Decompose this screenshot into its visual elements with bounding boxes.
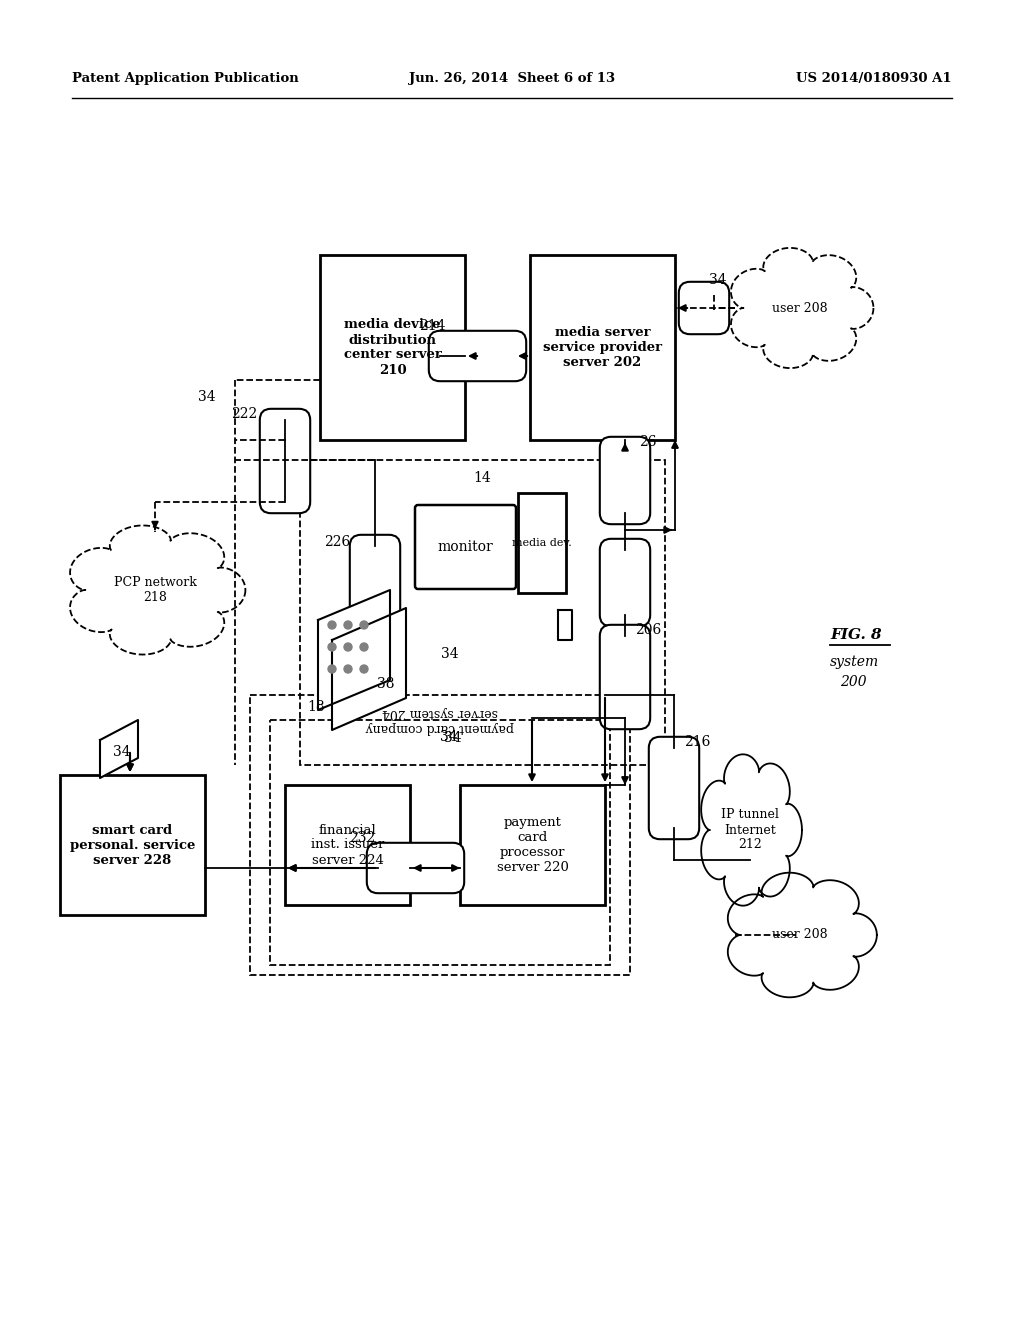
Text: payment
card
processor
server 220: payment card processor server 220	[497, 816, 568, 874]
Circle shape	[344, 620, 352, 630]
Circle shape	[328, 665, 336, 673]
Bar	[518, 492, 566, 593]
Text: 232: 232	[349, 832, 375, 845]
Bar	[270, 719, 610, 965]
Circle shape	[328, 620, 336, 630]
Circle shape	[344, 665, 352, 673]
Text: 206: 206	[635, 623, 662, 638]
Text: 200: 200	[840, 675, 866, 689]
Bar	[460, 785, 605, 906]
Bar	[319, 255, 465, 440]
Text: FIG. 8: FIG. 8	[830, 628, 882, 642]
Text: media device
distribution
center server
210: media device distribution center server …	[344, 318, 441, 376]
Circle shape	[360, 643, 368, 651]
Text: 216: 216	[684, 735, 711, 748]
Text: US 2014/0180930 A1: US 2014/0180930 A1	[797, 73, 952, 84]
FancyBboxPatch shape	[260, 409, 310, 513]
Text: Jun. 26, 2014  Sheet 6 of 13: Jun. 26, 2014 Sheet 6 of 13	[409, 73, 615, 84]
Text: monitor: monitor	[437, 540, 493, 554]
Text: media dev.: media dev.	[512, 539, 571, 548]
Text: 34: 34	[199, 389, 216, 404]
FancyBboxPatch shape	[679, 281, 729, 334]
Text: 222: 222	[230, 407, 257, 421]
Text: Patent Application Publication: Patent Application Publication	[72, 73, 299, 84]
Bar	[250, 696, 630, 975]
FancyBboxPatch shape	[600, 539, 650, 626]
Bar	[300, 459, 665, 766]
Text: 26: 26	[639, 436, 656, 449]
Circle shape	[360, 620, 368, 630]
Polygon shape	[100, 719, 138, 777]
Text: financial
inst. issuer
server 224: financial inst. issuer server 224	[311, 824, 384, 866]
FancyBboxPatch shape	[367, 842, 464, 894]
FancyBboxPatch shape	[429, 331, 526, 381]
FancyBboxPatch shape	[350, 535, 400, 626]
Text: 34: 34	[114, 744, 131, 759]
Text: IP tunnel
Internet
212: IP tunnel Internet 212	[721, 808, 779, 851]
FancyBboxPatch shape	[600, 437, 650, 524]
Text: media server
service provider
server 202: media server service provider server 202	[543, 326, 663, 370]
Text: 34: 34	[444, 731, 462, 744]
Text: 18: 18	[307, 700, 325, 714]
Text: 34: 34	[710, 273, 727, 286]
Text: 38: 38	[377, 677, 394, 690]
FancyBboxPatch shape	[415, 506, 516, 589]
Circle shape	[344, 643, 352, 651]
Text: payment card company
server system 204: payment card company server system 204	[366, 706, 514, 734]
Text: system: system	[830, 655, 880, 669]
FancyBboxPatch shape	[600, 624, 650, 729]
Polygon shape	[332, 609, 406, 730]
Text: 34: 34	[440, 730, 458, 744]
Text: user 208: user 208	[772, 928, 827, 941]
Text: 214: 214	[419, 319, 445, 333]
Bar	[530, 255, 675, 440]
Text: 14: 14	[473, 471, 490, 484]
Circle shape	[328, 643, 336, 651]
FancyBboxPatch shape	[649, 737, 699, 840]
Text: user 208: user 208	[772, 301, 827, 314]
Circle shape	[360, 665, 368, 673]
Text: smart card
personal. service
server 228: smart card personal. service server 228	[70, 824, 196, 866]
Bar	[60, 775, 205, 915]
Polygon shape	[318, 590, 390, 710]
Text: 226: 226	[324, 535, 350, 549]
Bar	[285, 785, 410, 906]
Text: 34: 34	[441, 647, 459, 661]
Text: PCP network
218: PCP network 218	[114, 576, 197, 605]
